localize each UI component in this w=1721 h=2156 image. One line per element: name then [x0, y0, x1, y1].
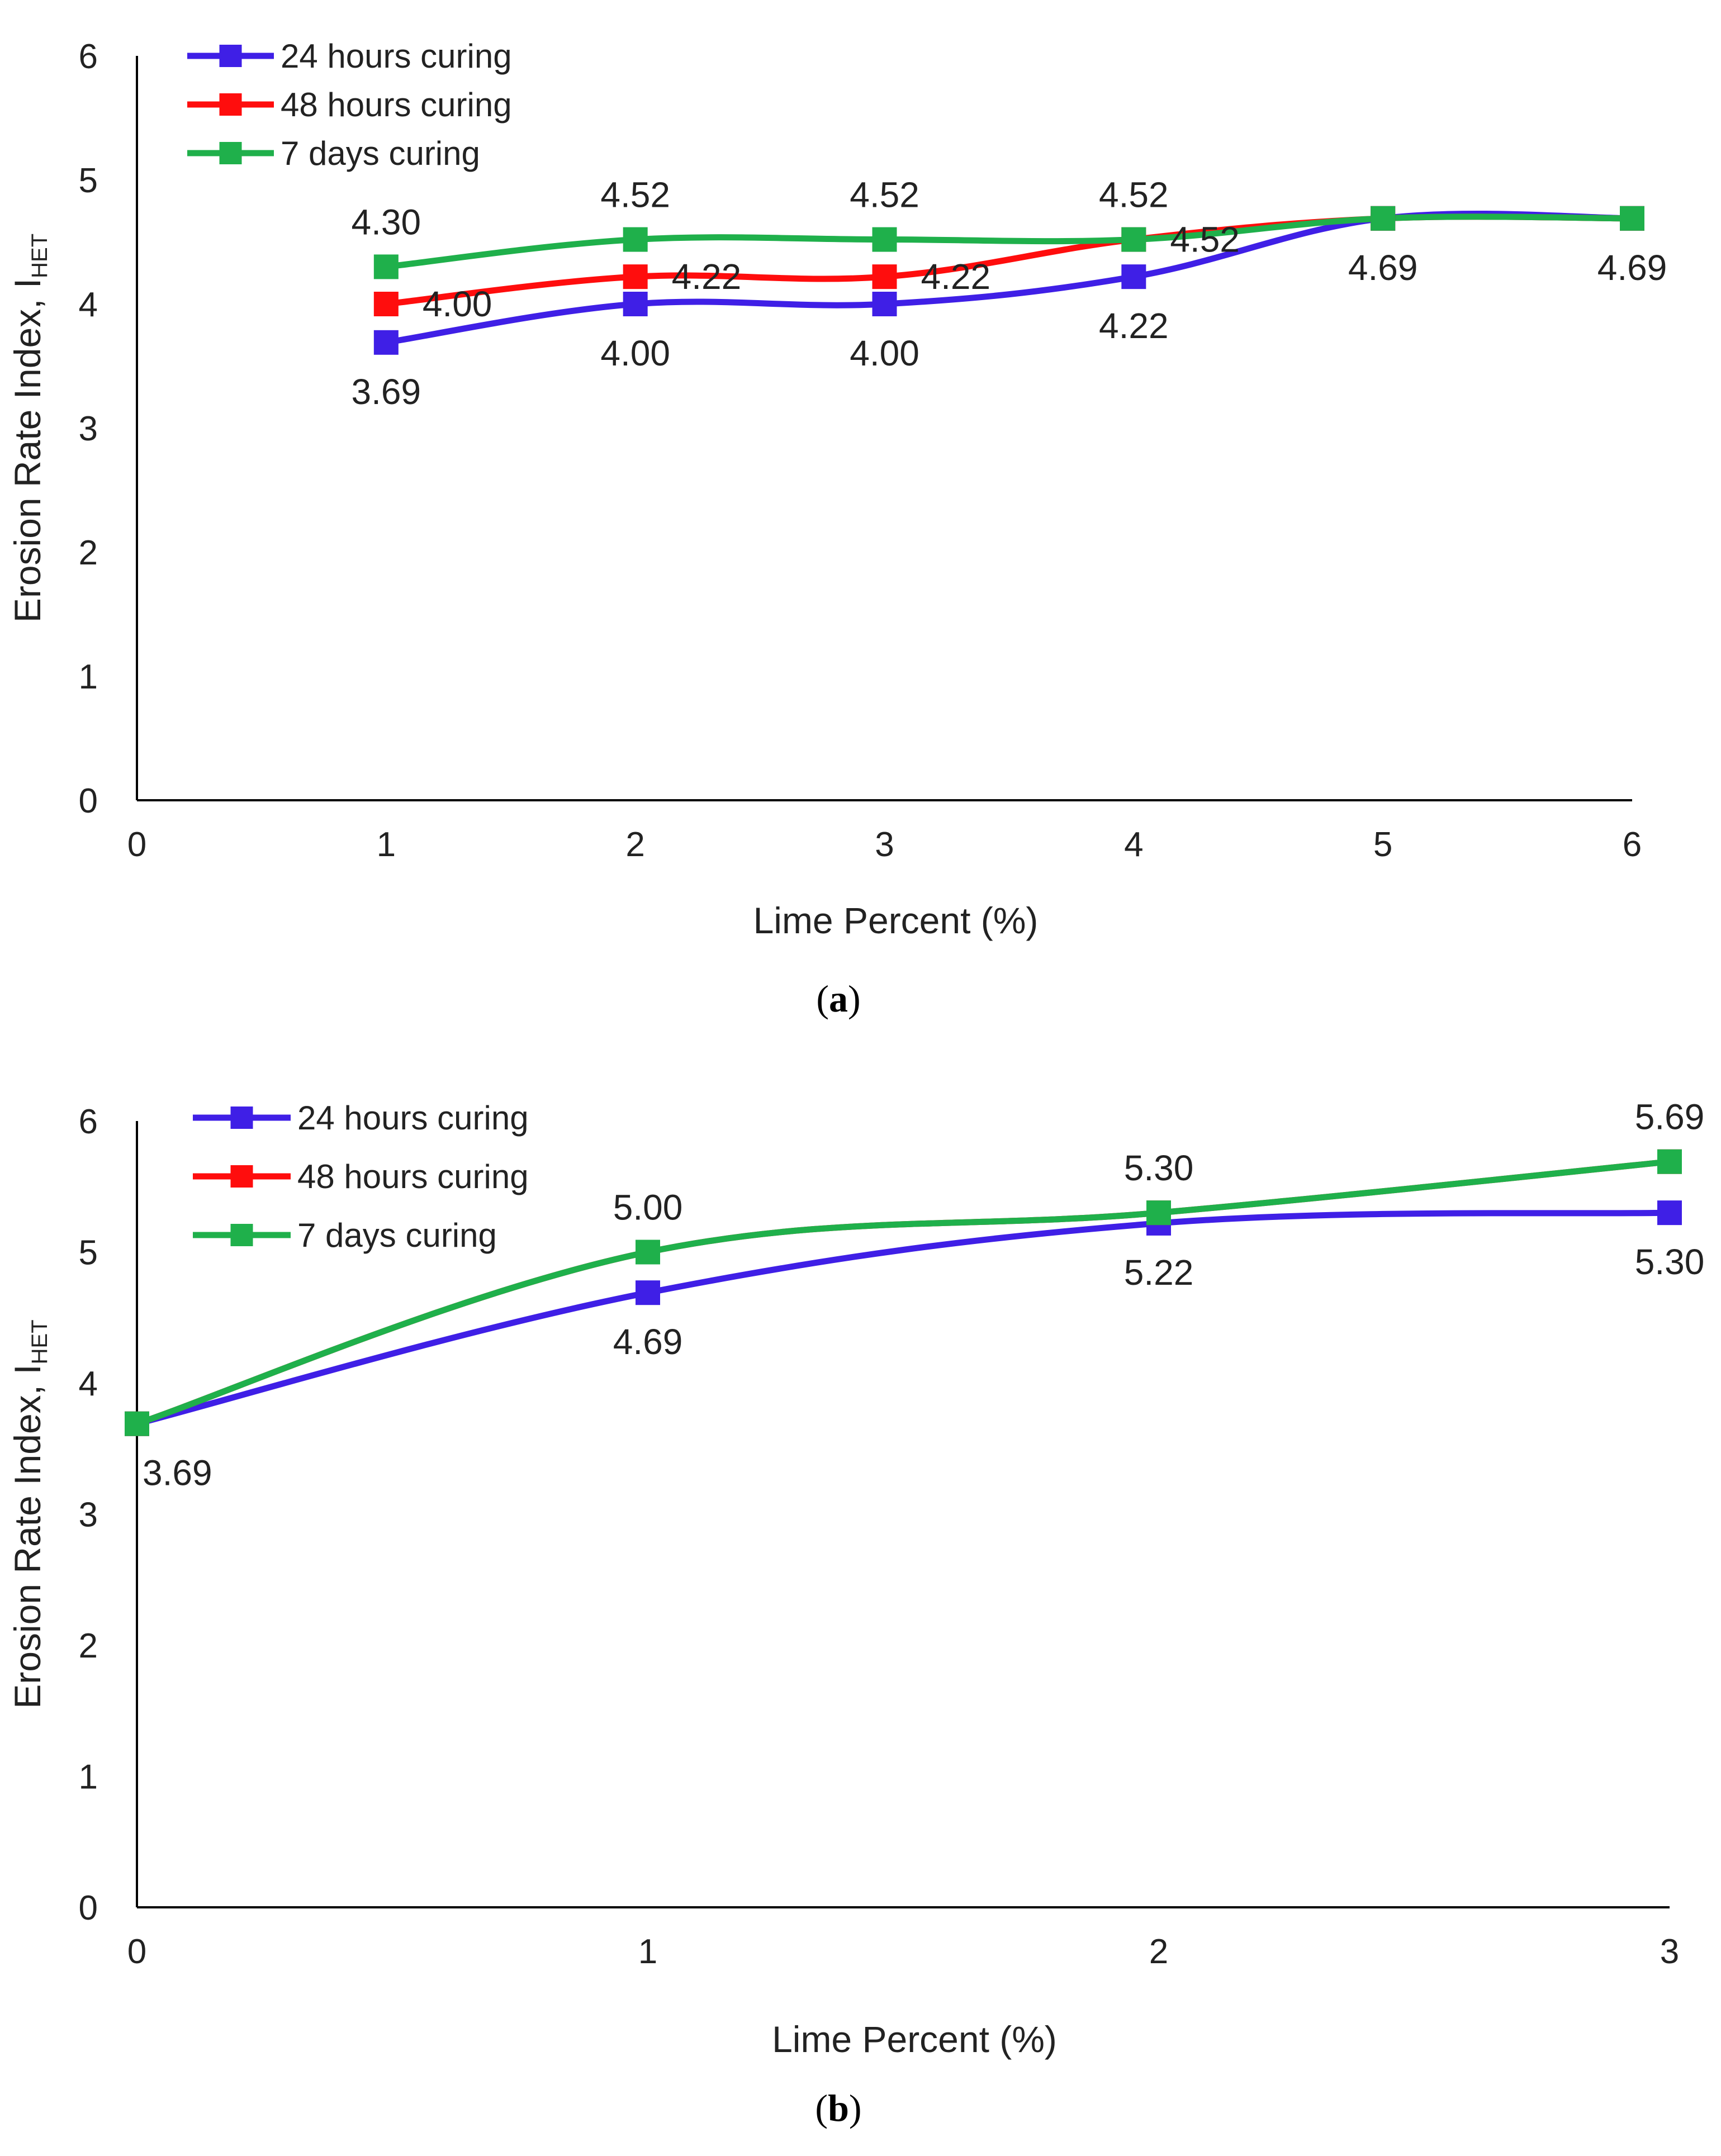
y-tick-label: 6 [79, 1103, 98, 1141]
data-label: 4.69 [613, 1322, 683, 1362]
data-label: 4.52 [850, 175, 919, 215]
data-point-marker [1657, 1200, 1682, 1226]
y-axis-title: Erosion Rate Index, IHET [7, 1319, 52, 1708]
legend-entry: 24 hours curing [193, 1099, 529, 1137]
data-label: 4.22 [1099, 306, 1169, 346]
x-tick-label: 6 [1623, 825, 1642, 864]
data-label: 3.69 [143, 1453, 212, 1493]
y-tick-label: 1 [79, 1758, 98, 1797]
data-point-marker [373, 254, 399, 279]
data-label: 5.00 [613, 1188, 683, 1228]
series-line-1 [134, 1209, 1673, 1427]
data-point-marker [373, 292, 399, 316]
data-label: 5.30 [1124, 1148, 1194, 1188]
data-point-marker [872, 227, 897, 252]
x-tick-label: 4 [1124, 825, 1143, 864]
data-point-marker [636, 1280, 660, 1305]
data-point-marker [872, 264, 897, 289]
data-label: 4.52 [1170, 220, 1240, 260]
data-label: 4.22 [672, 257, 742, 297]
legend-marker [230, 1165, 253, 1188]
data-point-marker [373, 330, 399, 355]
y-tick-label: 2 [79, 534, 98, 572]
series-line-1 [383, 210, 1635, 346]
x-tick-label: 3 [875, 825, 894, 864]
y-tick-label: 6 [79, 37, 98, 76]
data-label: 3.69 [352, 372, 421, 412]
legend-label: 48 hours curing [281, 86, 512, 124]
series-line-3 [134, 1158, 1673, 1427]
legend-marker [219, 45, 242, 67]
legend-entry: 48 hours curing [187, 86, 512, 124]
y-tick-label: 5 [79, 1234, 98, 1272]
data-label: 4.00 [423, 284, 492, 324]
x-tick-label: 3 [1660, 1932, 1679, 1971]
data-point-marker [636, 1240, 660, 1265]
legend-entry: 7 days curing [193, 1217, 497, 1254]
data-label: 4.52 [600, 175, 670, 215]
legend-entry: 24 hours curing [187, 37, 512, 75]
data-point-marker [1657, 1149, 1682, 1174]
series-line-2 [383, 213, 1635, 307]
data-point-marker [1371, 206, 1396, 231]
y-tick-label: 2 [79, 1627, 98, 1665]
x-tick-label: 0 [127, 825, 146, 864]
y-axis-title: Erosion Rate Index, IHET [7, 234, 52, 623]
panel-caption: (b) [815, 2087, 861, 2129]
y-tick-label: 3 [79, 1496, 98, 1535]
legend-label: 7 days curing [297, 1217, 497, 1254]
legend-label: 7 days curing [281, 135, 480, 172]
x-tick-label: 1 [377, 825, 396, 864]
x-tick-label: 2 [625, 825, 644, 864]
data-point-marker [623, 264, 648, 289]
data-label: 4.30 [352, 202, 421, 242]
data-label: 5.22 [1124, 1252, 1194, 1293]
legend-entry: 48 hours curing [193, 1158, 529, 1195]
y-tick-label: 4 [79, 286, 98, 324]
legend-label: 24 hours curing [297, 1099, 529, 1137]
chart-a: 0 1 2 3 4 5 6 0 1 2 3 4 5 6 Lime Percent (%) Erosion Ra… [7, 37, 1667, 1020]
y-tick-label: 1 [79, 658, 98, 696]
x-tick-label: 1 [638, 1932, 657, 1971]
y-tick-label: 0 [79, 1889, 98, 1927]
data-label: 5.69 [1635, 1097, 1705, 1137]
x-tick-label: 5 [1373, 825, 1392, 864]
legend-marker [219, 142, 242, 164]
data-point-marker [1620, 206, 1644, 231]
series-line-2 [134, 1158, 1673, 1427]
chart-b: 0 1 2 3 4 5 6 0 1 2 3 Lime Percent (%) Erosion Rate … [7, 1097, 1704, 2129]
series-line-3 [383, 213, 1635, 270]
data-label: 4.22 [921, 257, 991, 297]
data-point-marker [1121, 227, 1146, 252]
legend-marker [230, 1224, 253, 1246]
panel-caption: (a) [816, 977, 860, 1020]
legend-marker [230, 1107, 253, 1129]
x-tick-label: 0 [127, 1932, 146, 1971]
x-tick-label: 2 [1149, 1932, 1168, 1971]
data-point-marker [1121, 264, 1146, 289]
x-axis-title: Lime Percent (%) [753, 900, 1039, 941]
x-axis-title: Lime Percent (%) [772, 2019, 1057, 2060]
data-label: 4.69 [1348, 248, 1418, 288]
y-tick-label: 4 [79, 1365, 98, 1403]
data-point-marker [623, 292, 648, 316]
data-point-marker [872, 292, 897, 316]
data-point-marker [623, 227, 648, 252]
legend-label: 48 hours curing [297, 1158, 529, 1195]
data-label: 4.69 [1597, 248, 1667, 288]
y-tick-label: 3 [79, 410, 98, 448]
data-label: 5.30 [1635, 1242, 1705, 1282]
data-point-marker [125, 1411, 149, 1436]
y-tick-label: 5 [79, 162, 98, 200]
legend-label: 24 hours curing [281, 37, 512, 75]
y-tick-label: 0 [79, 782, 98, 820]
legend-entry: 7 days curing [187, 135, 480, 172]
legend-marker [219, 93, 242, 116]
data-label: 4.00 [850, 333, 919, 373]
data-label: 4.00 [600, 333, 670, 373]
data-label: 4.52 [1099, 175, 1169, 215]
data-point-marker [1146, 1200, 1171, 1226]
